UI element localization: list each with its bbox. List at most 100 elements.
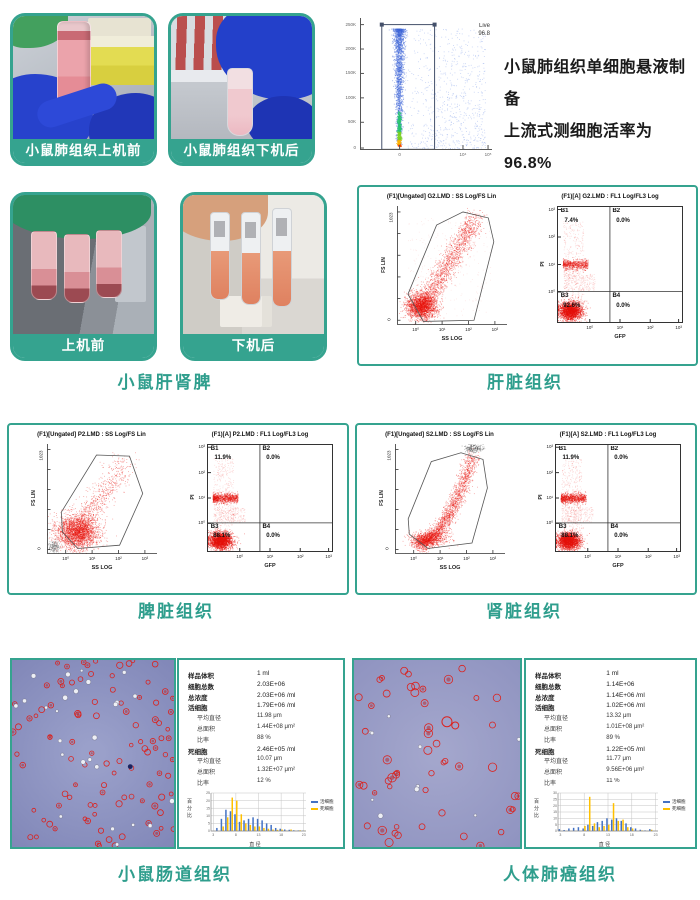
x-axis-label: SS LOG [91, 565, 113, 571]
caption-line-1: 小鼠肺组织单细胞悬液制备 [504, 59, 686, 108]
count-report-lungcancer: 样品体积 1 ml 细胞总数 1.14E+06 总浓度 1.14E+06 /ml 活细胞 1.… [524, 658, 697, 849]
stat-value: 1.14E+06 /ml [606, 691, 645, 699]
hist-legend-item: 死细胞 [311, 800, 334, 811]
sample-tube-graphic [227, 67, 254, 137]
quadrant-name: B2 [610, 446, 619, 453]
stat-label: 总面积 [197, 770, 216, 777]
legend-label: 活细胞 [320, 798, 334, 804]
y-tick-label: 10⁰ [548, 288, 555, 294]
y-max-tick: 1023 [38, 450, 44, 461]
x-tick-label: 10³ [675, 325, 682, 330]
quadrant-name: B3 [558, 524, 567, 531]
y-tick-label: 10¹ [548, 261, 555, 267]
stat-label: 活细胞 [535, 705, 555, 713]
stat-value: 88 % [257, 734, 271, 741]
photo-label: 下机后 [183, 334, 324, 358]
quadrant-percent: 7.4% [564, 217, 579, 224]
x-tick-label: 10³ [489, 556, 497, 561]
stat-row: 比率 89 % [535, 735, 690, 746]
viability-caption: 小鼠肺组织单细胞悬液制备 上流式测细胞活率为96.8% [504, 52, 700, 180]
panel-title-kidney: 肾脏组织 [486, 602, 562, 621]
diameter-histogram-canvas [201, 790, 309, 842]
hist-x-axis-label: 直 径 [249, 842, 261, 848]
stat-row: 总面积 1.01E+08 μm² [535, 724, 690, 735]
y-tick-label: 10³ [198, 444, 205, 450]
sample-tube-graphic [96, 229, 123, 299]
y-tick-label: 50K [347, 119, 356, 125]
viability-scatter-canvas [360, 18, 492, 150]
ss-fs-scatter-plot: (F1)[Ungated] S2.LMD : SS Log/FS Lin FS L… [357, 427, 522, 589]
count-report-intestine: 样品体积 1 ml 细胞总数 2.03E+06 总浓度 2.03E+06 /ml 活细胞 1.… [177, 658, 345, 849]
x-tick-label: 10³ [491, 327, 499, 332]
flow-panel-liver: (F1)[Ungated] G2.LMD : SS Log/FS Lin FS L… [357, 185, 698, 366]
x-tick-label: 10¹ [88, 556, 96, 561]
y-tick-label: 10⁰ [198, 520, 205, 526]
gate-value-label: 96.8 [478, 31, 490, 37]
yellow-tip-box-graphic [80, 35, 154, 85]
stat-label: 平均直径 [197, 716, 222, 723]
quadrant-percent: 0.0% [616, 217, 630, 224]
quadrant-name: B4 [262, 524, 271, 531]
y-axis-label: FS LIN [31, 490, 37, 506]
x-axis-label: GFP [264, 563, 276, 569]
y-tick-label: 10⁰ [546, 520, 553, 526]
stat-row: 总浓度 1.14E+06 /ml [535, 692, 690, 703]
y-axis-label: PI [190, 494, 196, 500]
x-axis-label: GFP [612, 563, 624, 569]
sample-tube-graphic [240, 211, 262, 306]
y-tick-label: 10¹ [546, 495, 553, 500]
quadrant-percent: 11.9% [562, 454, 580, 461]
photo-card-lung-before: 小鼠肺组织上机前 [10, 13, 157, 166]
stat-value: 2.03E+06 [257, 680, 286, 688]
y-tick-label: 10³ [546, 444, 553, 450]
photo-card-organs-before: 上机前 [10, 192, 157, 361]
x-tick-label: 10⁰ [236, 554, 244, 559]
hist-y-axis-label: 百 分 比 [187, 799, 193, 819]
y-max-tick: 1023 [386, 450, 392, 461]
stat-label: 活细胞 [188, 705, 208, 713]
stat-label: 细胞总数 [188, 683, 214, 691]
x-tick-label: 10¹ [266, 554, 274, 559]
x-tick-label: 10¹ [438, 327, 446, 332]
x-tick-label: 10¹ [436, 556, 444, 561]
x-tick-label: 10⁵ [484, 152, 492, 157]
pi-gfp-quadrant-canvas [557, 206, 683, 323]
caption-line-2: 上流式测细胞活率为96.8% [504, 123, 653, 172]
y-min-tick: 0 [386, 318, 392, 321]
quadrant-name: B2 [262, 446, 271, 453]
pi-gfp-quadrant-plot: (F1)[A] P2.LMD : FL1 Log/FL3 Log 10³ 10² 10… [177, 427, 343, 589]
quadrant-percent: 0.0% [616, 302, 630, 309]
y-tick-label: 10² [548, 234, 555, 239]
flow-panel-spleen: (F1)[Ungated] P2.LMD : SS Log/FS Lin FS L… [7, 423, 349, 595]
quad-plot-title: (F1)[A] P2.LMD : FL1 Log/FL3 Log [211, 432, 309, 438]
photo-label: 上机前 [13, 334, 154, 358]
stat-row: 死细胞 2.46E+05 /ml [188, 746, 338, 757]
cell-image-canvas [12, 660, 174, 847]
stat-value: 1.14E+06 [606, 680, 635, 688]
panel-title-liver: 肝脏组织 [487, 373, 563, 392]
hist-y-axis-label: 百 分 比 [534, 799, 540, 819]
quadrant-percent: 11.9% [214, 454, 232, 461]
quadrant-name: B4 [610, 524, 619, 531]
sample-tube-graphic [271, 207, 293, 307]
photo-card-organs-after: 下机后 [180, 192, 327, 361]
quadrant-percent: 0.0% [614, 533, 628, 540]
photo-label: 小鼠肺组织下机后 [171, 139, 312, 163]
x-axis-label: SS LOG [441, 336, 463, 342]
y-axis-label: PI [538, 494, 544, 500]
y-tick-label: 10² [198, 469, 205, 475]
scatter-plot-title: (F1)[Ungated] P2.LMD : SS Log/FS Lin [37, 432, 146, 438]
panel-title-intestine: 小鼠肠道组织 [118, 865, 232, 884]
stat-row: 平均直径 11.77 μm [535, 756, 690, 767]
legend-swatch [311, 807, 318, 811]
stat-label: 总浓度 [535, 694, 555, 702]
scatter-plot-title: (F1)[Ungated] S2.LMD : SS Log/FS Lin [385, 432, 494, 438]
stat-row: 平均直径 11.98 μm [188, 713, 338, 724]
hist-legend-item: 死细胞 [663, 800, 686, 811]
stat-label: 平均直径 [197, 759, 222, 766]
quadrant-percent: 88.1% [213, 533, 231, 540]
x-tick-label: 10² [646, 325, 654, 330]
pi-gfp-quadrant-canvas [555, 444, 681, 552]
legend-label: 死细胞 [672, 805, 686, 811]
stat-row: 活细胞 1.79E+06 /ml [188, 702, 338, 713]
